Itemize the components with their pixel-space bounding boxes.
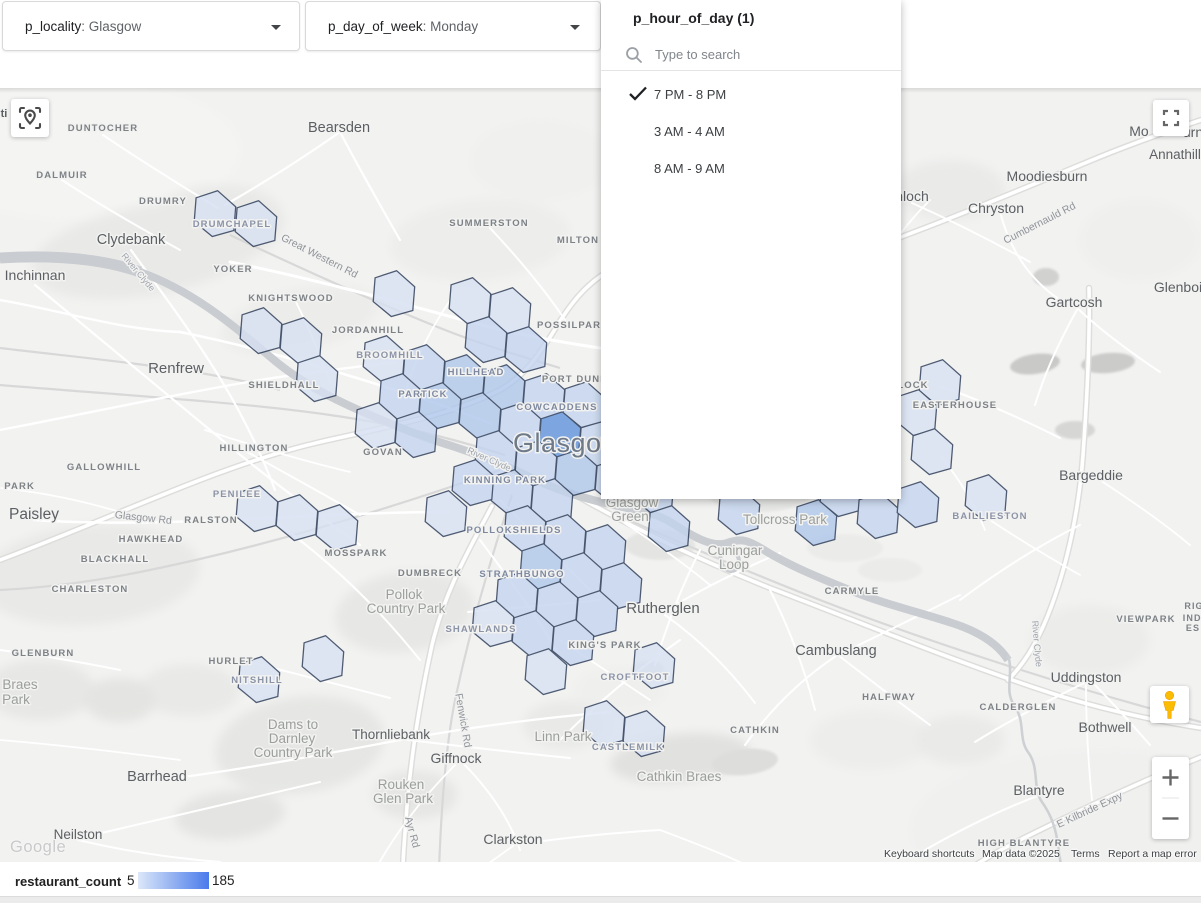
svg-text:BROOMHILL: BROOMHILL (356, 350, 423, 361)
svg-text:DRUMRY: DRUMRY (139, 196, 187, 207)
svg-text:Neilston: Neilston (54, 827, 103, 842)
svg-text:GALLOWHILL: GALLOWHILL (67, 462, 141, 473)
svg-text:CROFTFOOT: CROFTFOOT (600, 672, 669, 683)
svg-text:MOSSPARK: MOSSPARK (325, 548, 388, 559)
svg-text:Mo: Mo (1129, 123, 1149, 139)
svg-text:ti: ti (1, 108, 8, 120)
svg-text:Bargeddie: Bargeddie (1059, 467, 1123, 483)
svg-text:JORDANHILL: JORDANHILL (332, 325, 404, 336)
svg-text:RALSTON: RALSTON (184, 515, 237, 526)
svg-text:PORT DUND: PORT DUND (542, 374, 608, 385)
svg-text:Loop: Loop (719, 557, 749, 572)
svg-text:nloch: nloch (895, 188, 928, 204)
svg-text:YOKER: YOKER (213, 264, 252, 275)
svg-text:KNIGHTSWOOD: KNIGHTSWOOD (248, 293, 333, 304)
svg-text:Paisley: Paisley (9, 506, 59, 523)
svg-text:Bearsden: Bearsden (308, 120, 370, 136)
svg-text:MILTON: MILTON (557, 235, 599, 246)
svg-text:Gartcosh: Gartcosh (1046, 294, 1103, 310)
svg-text:DUMBRECK: DUMBRECK (398, 568, 462, 579)
svg-text:GOVAN: GOVAN (363, 447, 403, 458)
svg-text:STRATHBUNGO: STRATHBUNGO (479, 569, 564, 580)
svg-text:Blantyre: Blantyre (1013, 782, 1065, 798)
svg-text:DALMUIR: DALMUIR (36, 170, 88, 181)
svg-text:CARMYLE: CARMYLE (825, 586, 880, 597)
svg-text:Clydebank: Clydebank (97, 232, 166, 248)
svg-text:Rouken: Rouken (378, 777, 425, 792)
svg-text:Cathkin Braes: Cathkin Braes (637, 769, 722, 784)
svg-text:Renfrew: Renfrew (148, 360, 204, 377)
svg-text:Chryston: Chryston (968, 200, 1024, 216)
svg-text:Pollok: Pollok (386, 587, 423, 602)
svg-text:Country Park: Country Park (254, 745, 333, 760)
svg-text:KINNING PARK: KINNING PARK (464, 475, 546, 486)
svg-text:DRUMCHAPEL: DRUMCHAPEL (193, 219, 272, 230)
svg-text:PARTICK: PARTICK (398, 389, 447, 400)
svg-text:LOCK: LOCK (897, 380, 928, 391)
svg-text:Glen Park: Glen Park (373, 791, 433, 806)
svg-text:VIEWPARK: VIEWPARK (1116, 614, 1175, 625)
svg-text:POLLOKSHIELDS: POLLOKSHIELDS (466, 525, 561, 536)
svg-text:Rutherglen: Rutherglen (626, 600, 699, 617)
svg-text:EASTERHOUSE: EASTERHOUSE (913, 400, 997, 411)
svg-text:POSSILPARK: POSSILPARK (537, 320, 609, 331)
svg-text:Uddingston: Uddingston (1051, 669, 1122, 685)
svg-text:HAWKHEAD: HAWKHEAD (119, 534, 184, 545)
svg-text:ES: ES (1186, 623, 1200, 633)
svg-text:Dams to: Dams to (268, 717, 318, 732)
svg-text:Moodiesburn: Moodiesburn (1007, 168, 1088, 184)
svg-text:NITSHILL: NITSHILL (231, 675, 283, 686)
svg-text:E PARK: E PARK (0, 481, 35, 492)
svg-text:Tollcross Park: Tollcross Park (743, 512, 827, 527)
svg-text:GLENBURN: GLENBURN (12, 648, 75, 659)
svg-text:CATHKIN: CATHKIN (730, 725, 780, 736)
svg-text:Cuningar: Cuningar (708, 543, 763, 558)
svg-text:SHAWLANDS: SHAWLANDS (445, 624, 516, 635)
svg-text:HURLET: HURLET (208, 656, 253, 667)
svg-text:CHARLESTON: CHARLESTON (52, 584, 129, 595)
svg-text:BLACKHALL: BLACKHALL (81, 554, 149, 565)
svg-text:Linn Park: Linn Park (534, 729, 591, 744)
svg-text:Inchinnan: Inchinnan (5, 267, 66, 283)
svg-text:COWCADDENS: COWCADDENS (516, 402, 597, 413)
svg-text:Braes: Braes (2, 677, 38, 692)
svg-text:Glenboi: Glenboi (1154, 279, 1201, 295)
svg-text:Park: Park (2, 692, 30, 707)
svg-text:Country Park: Country Park (367, 601, 446, 616)
svg-text:Barrhead: Barrhead (127, 769, 187, 785)
svg-text:HALFWAY: HALFWAY (862, 692, 916, 703)
svg-text:RIG: RIG (1184, 601, 1201, 611)
svg-text:Cambuslang: Cambuslang (795, 643, 876, 659)
svg-text:CALDERGLEN: CALDERGLEN (980, 702, 1057, 713)
svg-text:CASTLEMILK: CASTLEMILK (592, 742, 664, 753)
svg-text:KING'S PARK: KING'S PARK (568, 640, 641, 651)
svg-text:Thornliebank: Thornliebank (352, 727, 430, 742)
svg-text:SHIELDHALL: SHIELDHALL (248, 380, 319, 391)
svg-text:DUNTOCHER: DUNTOCHER (68, 123, 138, 134)
svg-text:HILLINGTON: HILLINGTON (220, 443, 289, 454)
svg-text:HILLHEAD: HILLHEAD (448, 367, 505, 378)
svg-text:PENILEE: PENILEE (213, 489, 261, 500)
svg-text:Green: Green (611, 509, 649, 524)
svg-text:Darnley: Darnley (269, 731, 316, 746)
svg-text:Annathill: Annathill (1149, 147, 1201, 162)
svg-text:HIGH BLANTYRE: HIGH BLANTYRE (978, 838, 1070, 849)
svg-text:Giffnock: Giffnock (430, 750, 482, 766)
svg-text:Bothwell: Bothwell (1079, 719, 1132, 735)
svg-text:Clarkston: Clarkston (483, 831, 542, 847)
svg-text:SUMMERSTON: SUMMERSTON (449, 218, 528, 229)
svg-text:BAILLIESTON: BAILLIESTON (952, 511, 1027, 522)
svg-text:INDU: INDU (1183, 613, 1201, 623)
